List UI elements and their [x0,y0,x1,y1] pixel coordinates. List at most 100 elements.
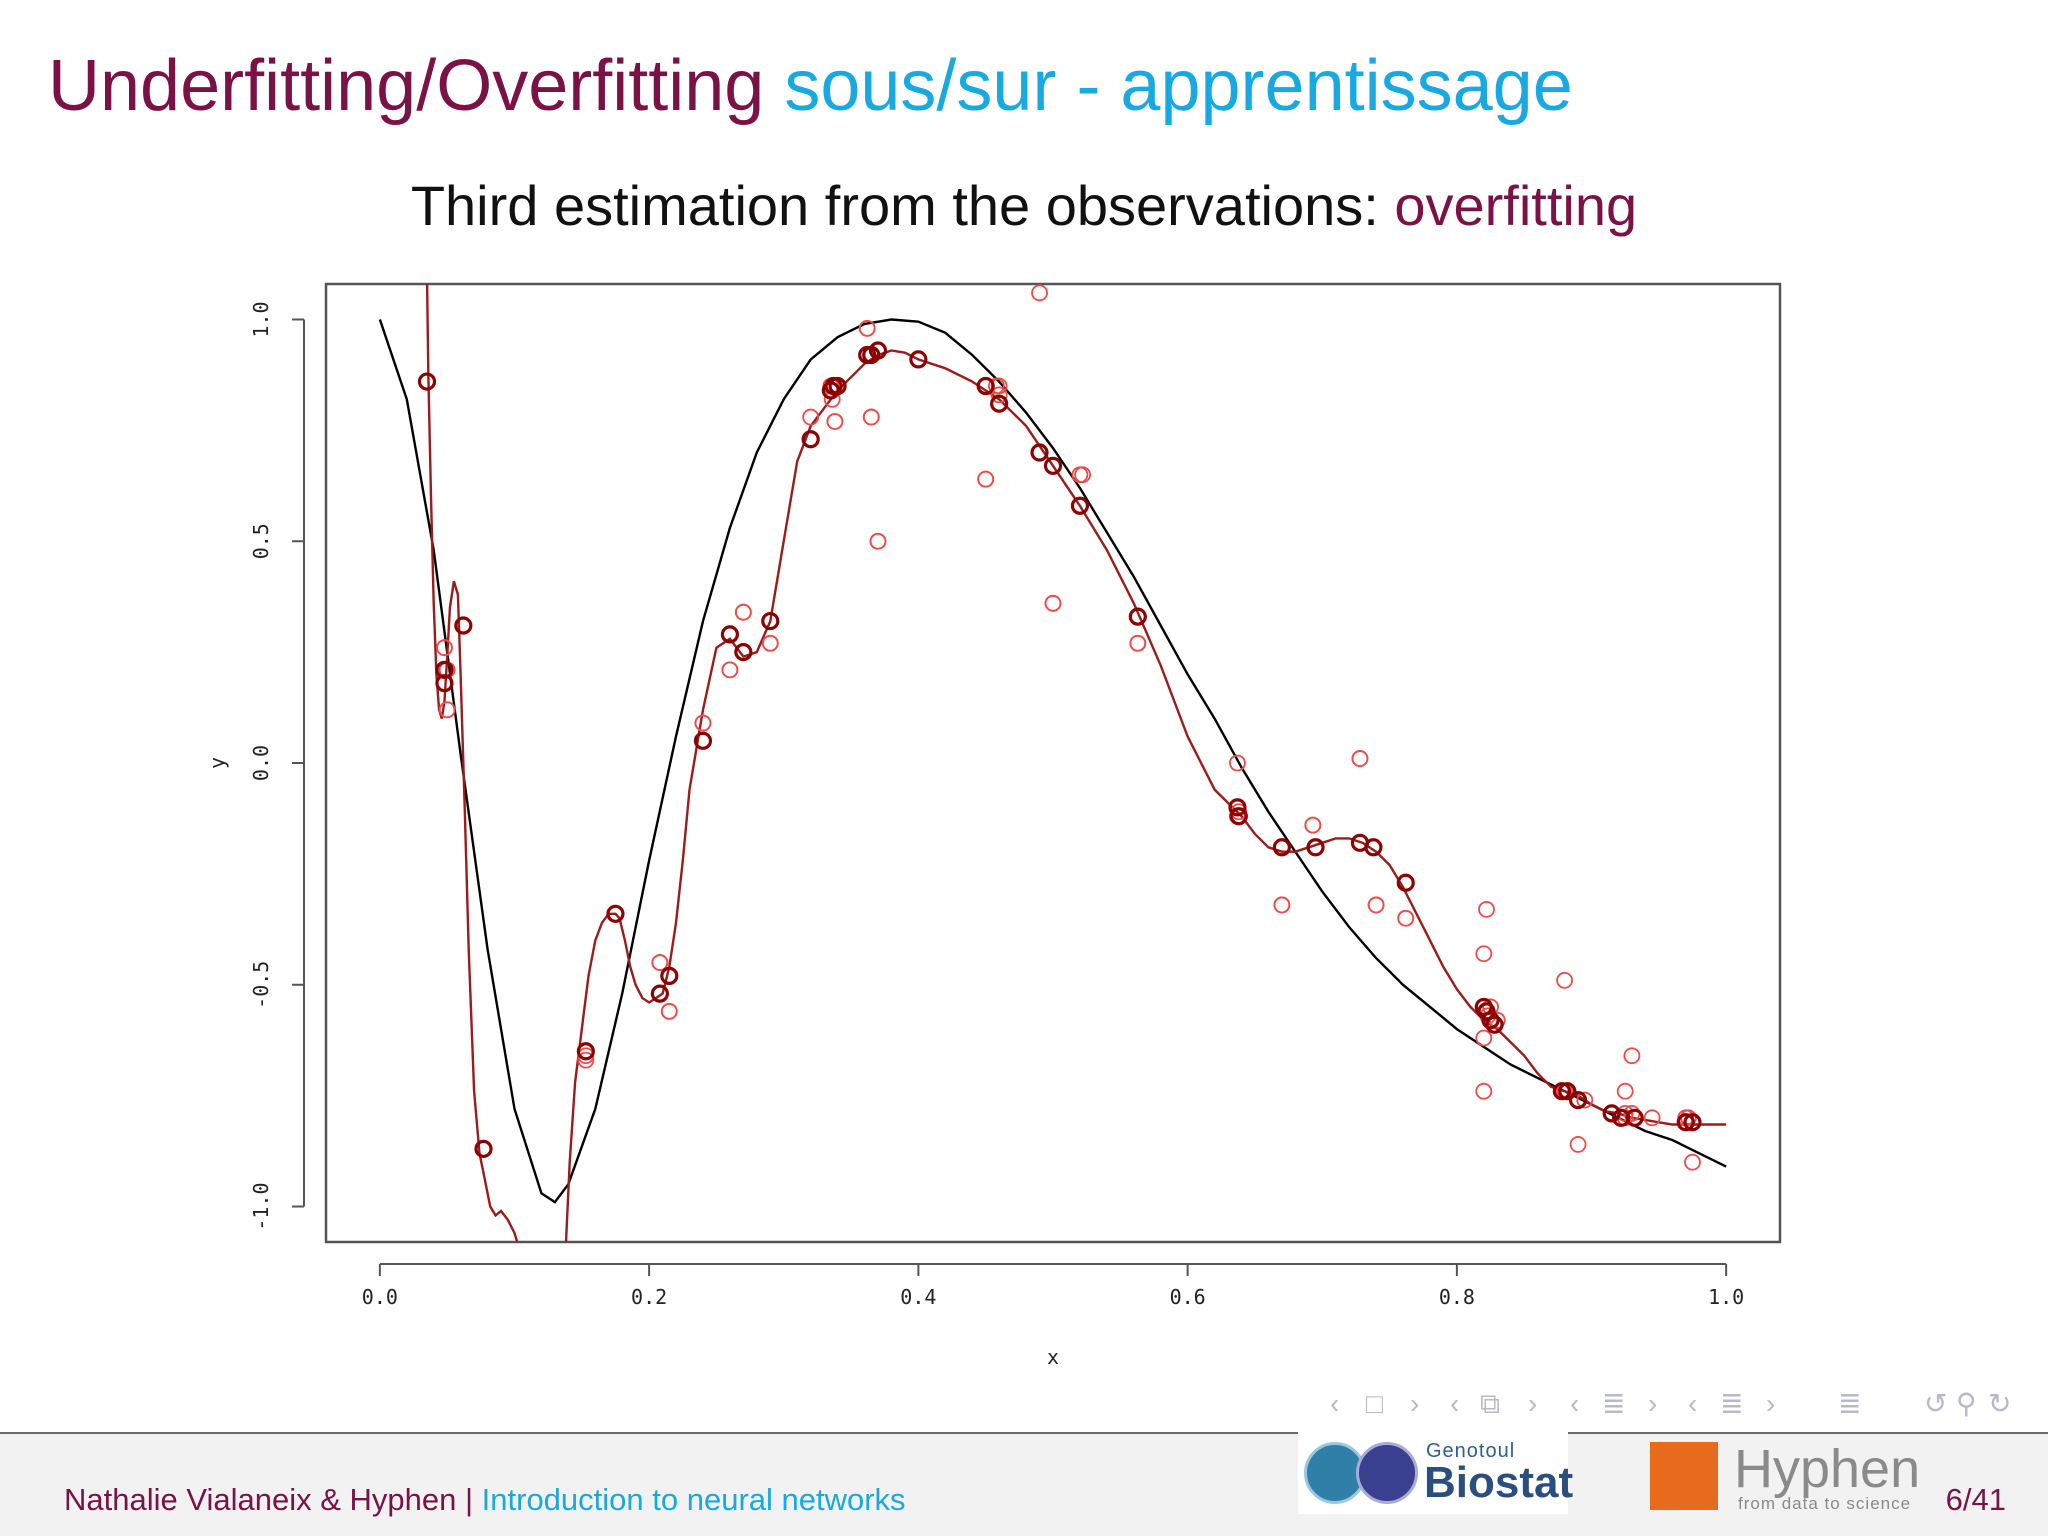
observed-point [1475,1029,1493,1047]
observed-point [826,413,844,430]
fitted-point [650,984,669,1003]
observed-point [1367,896,1385,914]
fitted-point [1396,873,1415,892]
logo-biostat-big: Biostat [1424,1458,1574,1507]
observed-point [1643,1109,1661,1127]
observed-point [1684,1153,1701,1171]
footer-author: Nathalie Vialaneix & Hyphen [64,1482,457,1517]
fitted-point [693,731,713,750]
observed-point [1478,900,1495,918]
subsection-icon[interactable]: ⧉ [1480,1388,1500,1419]
y-tick-label: -0.5 [249,961,273,1009]
hyphen-logo-word: Hyphen [1734,1439,1921,1499]
fitted-point [1568,1090,1588,1110]
logo-biostat-small: Genotoul [1426,1440,1516,1462]
slide-title-part2: sous/sur - apprentissage [784,46,1573,126]
arrow-left-icon[interactable]: ‹ [1688,1388,1698,1419]
fitted-point [1229,807,1248,826]
footer-separator: | [464,1482,474,1517]
fitted-point [868,341,888,360]
fitted-point [1676,1113,1695,1132]
fitted-curve-line [425,284,519,1242]
fitted-point [1552,1082,1572,1101]
arrow-left-icon[interactable]: ‹ [1330,1388,1340,1419]
observed-point [1129,634,1147,652]
observed-point [577,1051,595,1069]
fitted-point [1364,838,1383,857]
arrow-right-icon[interactable]: › [1528,1388,1538,1419]
fitted-point [1030,443,1049,462]
observed-point [761,634,779,652]
fitted-point [660,966,679,985]
observed-point [721,661,739,679]
observed-point [1623,1047,1641,1065]
beamer-navigation: ‹ □ › ‹ ⧉ › ‹ ≣ › ‹ ≣ › ≣ ↺ ⚲ ↻ [1330,1384,2040,1424]
footer-text: Nathalie Vialaneix & Hyphen | Introducti… [64,1480,906,1520]
observed-point [1031,284,1048,302]
observed-point [660,1002,678,1020]
fitted-curve-line [564,349,1727,1242]
arrow-left-icon[interactable]: ‹ [1570,1388,1580,1419]
observed-point [977,470,995,488]
subtitle-highlight: overfitting [1394,174,1638,237]
true-function-line [378,318,1727,1204]
undo-icon[interactable]: ↺ [1924,1388,1948,1419]
frame-icon[interactable]: □ [1366,1388,1383,1419]
arrow-left-icon[interactable]: ‹ [1450,1388,1460,1419]
fitted-point [1043,456,1063,475]
page-number: 6/41 [1945,1482,2006,1517]
plot-frame [324,282,1782,1244]
redo-icon[interactable]: ↻ [1988,1388,2012,1419]
fitted-point [801,430,820,449]
fitted-point [454,616,473,635]
fitted-point [1070,496,1090,515]
fitted-point [761,611,780,631]
fitted-point [1228,798,1247,817]
fitted-point [1481,1011,1500,1030]
fitted-point [734,643,753,662]
observed-point [990,386,1008,404]
list-icon[interactable]: ≣ [1838,1388,1862,1419]
fitted-point [828,376,847,396]
observed-point [1569,1136,1587,1153]
arrow-right-icon[interactable]: › [1648,1388,1658,1419]
x-tick-label: 0.4 [900,1285,936,1309]
fitted-point [435,674,454,693]
genotoul-biostat-logo: Genotoul Biostat [1298,1432,1573,1514]
y-axis-label: y [205,757,229,769]
slide-title-part1: Underfitting/Overfitting [48,46,765,126]
section-icon[interactable]: ≣ [1602,1388,1626,1419]
x-tick-label: 0.8 [1439,1285,1475,1309]
fitted-point [1485,1015,1504,1034]
fitted-point [909,350,928,369]
observed-point [436,639,453,657]
observed-point [1556,971,1573,989]
section-icon[interactable]: ≣ [1720,1388,1744,1419]
arrow-right-icon[interactable]: › [1410,1388,1420,1419]
overfitting-chart: 0.0 0.2 0.4 0.6 0.8 1.0 x -1.0 -0.5 0.0 0.5 1.0 y [205,282,1782,1369]
observed-point [1475,1082,1493,1100]
observed-point [694,714,712,732]
y-tick-label: -1.0 [249,1182,273,1230]
fitted-point [1306,838,1325,857]
observed-point [1351,750,1369,767]
search-icon[interactable]: ⚲ [1956,1388,1977,1419]
arrow-right-icon[interactable]: › [1766,1388,1776,1419]
observed-point [802,408,820,426]
observed-point [734,603,752,621]
fitted-point [1128,607,1147,626]
logo-circle-icon [1356,1442,1418,1504]
observed-point [438,701,456,719]
fitted-point [1625,1108,1644,1127]
subtitle-text: Third estimation from the observations: [410,174,1395,237]
observed-point [858,319,876,337]
observed-point [1482,998,1499,1016]
fitted-point [1602,1104,1621,1123]
y-tick-label: 0.0 [249,745,273,781]
x-tick-label: 0.0 [362,1285,398,1309]
fitted-point [1683,1113,1702,1132]
x-axis-label: x [1047,1345,1059,1369]
observed-point [862,408,880,426]
fitted-point [990,394,1009,413]
slide-subtitle: Third estimation from the observations: … [0,168,2048,244]
